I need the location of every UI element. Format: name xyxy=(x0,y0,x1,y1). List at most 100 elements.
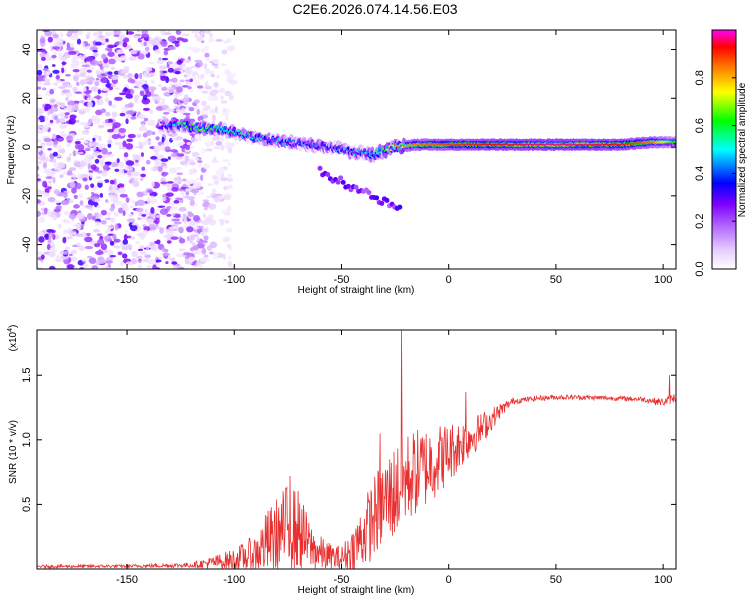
noise-speck xyxy=(186,235,190,242)
noise-speck xyxy=(226,243,232,249)
noise-speck xyxy=(220,144,225,151)
noise-speck xyxy=(132,162,140,167)
noise-speck xyxy=(86,81,93,85)
noise-speck xyxy=(166,107,172,113)
noise-speck xyxy=(133,35,141,39)
noise-speck xyxy=(166,30,172,33)
noise-speck xyxy=(127,164,133,170)
noise-speck xyxy=(221,209,229,214)
noise-speck xyxy=(60,133,67,138)
noise-speck xyxy=(60,130,65,135)
noise-speck xyxy=(104,235,112,242)
noise-speck xyxy=(85,107,91,113)
noise-speck xyxy=(188,256,196,262)
noise-speck xyxy=(191,137,196,143)
noise-speck xyxy=(38,82,43,86)
noise-speck xyxy=(220,100,228,104)
noise-speck xyxy=(176,37,184,41)
noise-speck xyxy=(53,162,58,167)
noise-speck xyxy=(45,71,51,76)
noise-speck xyxy=(173,265,178,269)
noise-speck xyxy=(77,108,86,112)
noise-speck xyxy=(38,216,45,223)
noise-speck xyxy=(146,245,150,251)
noise-speck xyxy=(110,161,119,168)
noise-speck xyxy=(121,253,128,259)
noise-speck xyxy=(97,124,105,129)
noise-speck xyxy=(86,31,91,38)
snr-y-ticks: 0.5 1.0 1.5 xyxy=(21,368,676,512)
noise-speck xyxy=(38,236,45,243)
noise-speck xyxy=(114,96,123,101)
noise-speck xyxy=(71,58,77,64)
noise-speck xyxy=(220,219,224,227)
spectrogram-xtick-label-2: -50 xyxy=(334,274,350,286)
noise-speck xyxy=(214,196,219,203)
noise-speck xyxy=(42,180,48,188)
noise-speck xyxy=(141,213,147,217)
noise-speck xyxy=(227,184,234,190)
noise-speck xyxy=(62,191,68,199)
noise-speck xyxy=(196,236,200,242)
noise-speck xyxy=(161,86,168,92)
noise-speck xyxy=(113,178,117,186)
noise-speck xyxy=(99,98,104,105)
noise-speck xyxy=(197,85,204,89)
noise-speck xyxy=(74,103,79,110)
noise-speck xyxy=(216,171,222,178)
noise-speck xyxy=(92,49,98,53)
noise-speck xyxy=(37,123,40,128)
noise-speck xyxy=(205,148,213,152)
noise-speck xyxy=(92,137,96,142)
noise-speck xyxy=(51,46,61,50)
noise-speck xyxy=(185,190,190,196)
noise-speck xyxy=(125,94,134,99)
noise-speck xyxy=(213,176,220,182)
noise-speck xyxy=(98,31,103,35)
noise-speck xyxy=(136,191,144,198)
noise-speck xyxy=(146,264,152,269)
noise-speck xyxy=(161,246,166,253)
snr-xtick-label-2: -50 xyxy=(334,574,350,586)
noise-speck xyxy=(40,75,46,79)
noise-speck xyxy=(92,216,96,221)
noise-speck xyxy=(145,66,153,72)
noise-speck xyxy=(184,67,188,74)
noise-speck xyxy=(72,68,80,73)
noise-speck xyxy=(84,147,91,152)
noise-speck xyxy=(195,261,202,266)
noise-speck xyxy=(66,139,73,143)
noise-speck xyxy=(210,160,220,163)
noise-speck xyxy=(228,94,234,101)
noise-speck xyxy=(166,206,172,210)
noise-speck xyxy=(125,197,130,203)
noise-speck xyxy=(65,96,69,102)
colorbar: 0.0 0.2 0.4 0.6 0.8 Normalized spectral ampl… xyxy=(694,29,748,277)
noise-speck xyxy=(101,38,106,43)
noise-speck xyxy=(37,155,46,161)
branch-mark xyxy=(397,204,403,210)
colorbar-ticks: 0.0 0.2 0.4 0.6 0.8 xyxy=(694,70,736,277)
noise-speck xyxy=(46,228,54,233)
noise-speck xyxy=(193,233,199,238)
noise-speck xyxy=(70,63,78,69)
noise-speck xyxy=(120,70,129,74)
noise-speck xyxy=(134,145,140,149)
noise-speck xyxy=(160,181,168,185)
noise-speck xyxy=(114,223,119,231)
noise-speck xyxy=(166,86,175,94)
noise-speck xyxy=(227,260,233,267)
noise-speck xyxy=(86,255,93,259)
noise-speck xyxy=(200,73,205,79)
noise-speck xyxy=(131,250,138,258)
noise-speck xyxy=(174,166,182,170)
noise-speck xyxy=(146,218,155,225)
noise-speck xyxy=(113,238,121,243)
noise-speck xyxy=(149,109,153,114)
noise-speck xyxy=(181,97,190,102)
noise-speck xyxy=(71,187,77,194)
noise-speck xyxy=(105,47,113,52)
noise-speck xyxy=(221,49,228,55)
noise-speck xyxy=(162,196,167,202)
noise-speck xyxy=(194,157,200,161)
